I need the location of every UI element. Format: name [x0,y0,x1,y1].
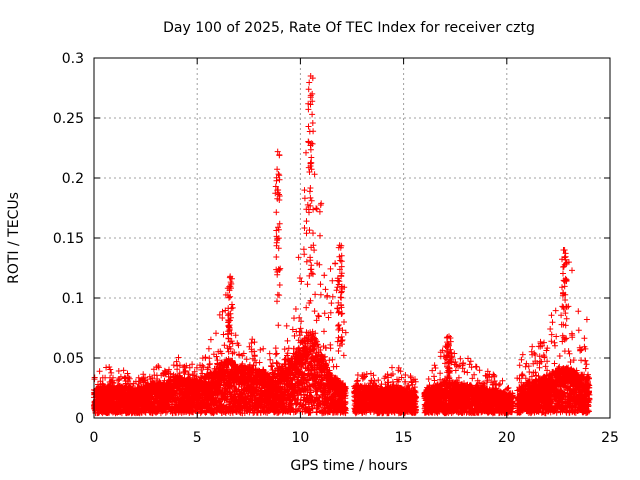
y-tick-label: 0.3 [62,51,84,67]
x-tick-label: 10 [291,430,309,446]
y-tick-label: 0.15 [53,231,84,247]
y-axis-label: ROTI / TECUs [6,192,22,284]
y-tick-label: 0.25 [53,111,84,127]
y-tick-label: 0.1 [62,291,84,307]
y-tick-label: 0 [75,411,84,427]
x-tick-label: 25 [601,430,619,446]
roti-points [91,73,593,417]
x-tick-label: 0 [90,430,99,446]
data-points [91,73,593,417]
y-tick-label: 0.2 [62,171,84,187]
y-tick-label: 0.05 [53,351,84,367]
x-tick-label: 5 [193,430,202,446]
x-axis-label: GPS time / hours [290,458,407,474]
axis-ticks: 0 5 10 15 20 25 0 0.05 0.1 0.15 0.2 0.25 0.3 [53,51,619,446]
x-tick-label: 20 [498,430,516,446]
chart-title: Day 100 of 2025, Rate Of TEC Index for r… [163,20,535,36]
x-tick-label: 15 [395,430,413,446]
